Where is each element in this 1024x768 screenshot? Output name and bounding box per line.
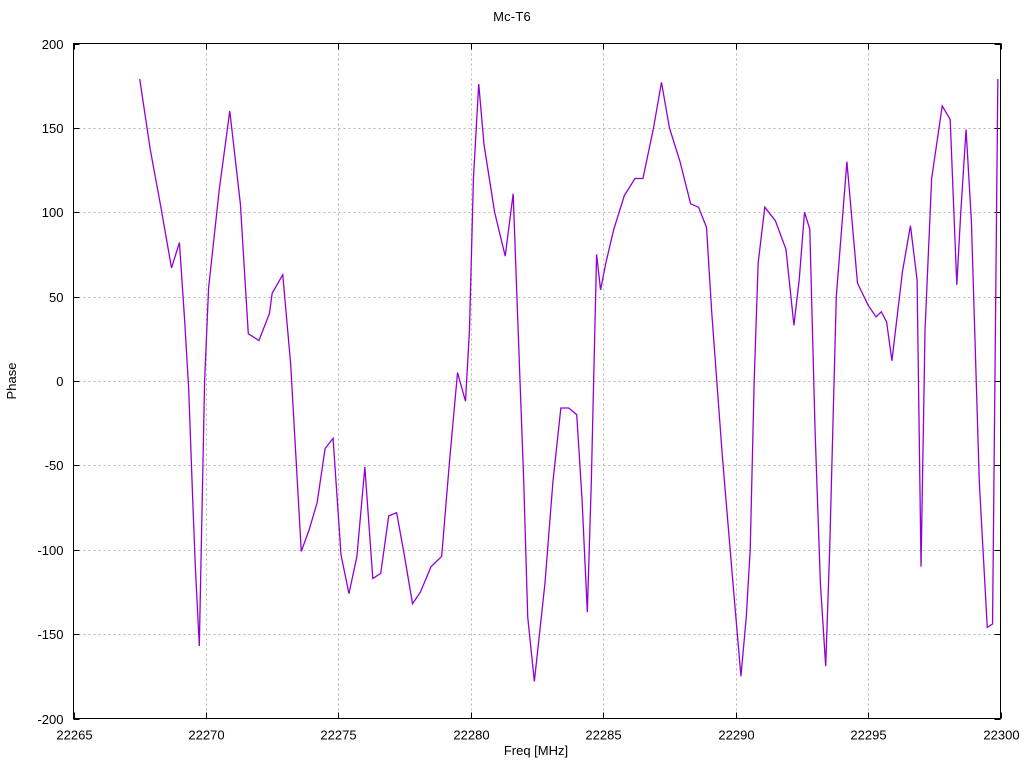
y-axis-label: Phase — [4, 363, 19, 400]
plot-frame — [73, 43, 1001, 719]
x-tick-label: 22295 — [850, 728, 886, 743]
x-axis-label: Freq [MHz] — [504, 743, 568, 758]
y-tick-label: 50 — [49, 290, 63, 305]
grid-lines — [73, 43, 1001, 719]
y-tick-label: 200 — [42, 37, 64, 52]
data-series-line — [139, 78, 999, 682]
x-tick-label: 22270 — [188, 728, 224, 743]
chart-title: Mc-T6 — [493, 9, 531, 24]
y-tick-label: -200 — [37, 712, 63, 727]
y-tick-label: -50 — [45, 458, 64, 473]
y-tick-label: 150 — [42, 121, 64, 136]
y-tick-label: -150 — [37, 627, 63, 642]
y-tick-label: 100 — [42, 205, 64, 220]
y-tick-label: -100 — [37, 543, 63, 558]
x-tick-label: 22290 — [718, 728, 754, 743]
x-tick-label: 22285 — [585, 728, 621, 743]
x-tick-label: 22275 — [320, 728, 356, 743]
y-tick-labels: -200 -150 -100 -50 0 50 100 150 200 — [37, 37, 63, 727]
x-tick-label: 22280 — [453, 728, 489, 743]
data-series-group — [139, 78, 999, 682]
x-tick-label: 22265 — [56, 728, 92, 743]
tick-marks — [73, 43, 1002, 720]
x-tick-labels: 22265 22270 22275 22280 22285 22290 22295 22300 — [56, 728, 1019, 743]
y-tick-label: 0 — [56, 374, 63, 389]
x-tick-label: 22300 — [983, 728, 1019, 743]
